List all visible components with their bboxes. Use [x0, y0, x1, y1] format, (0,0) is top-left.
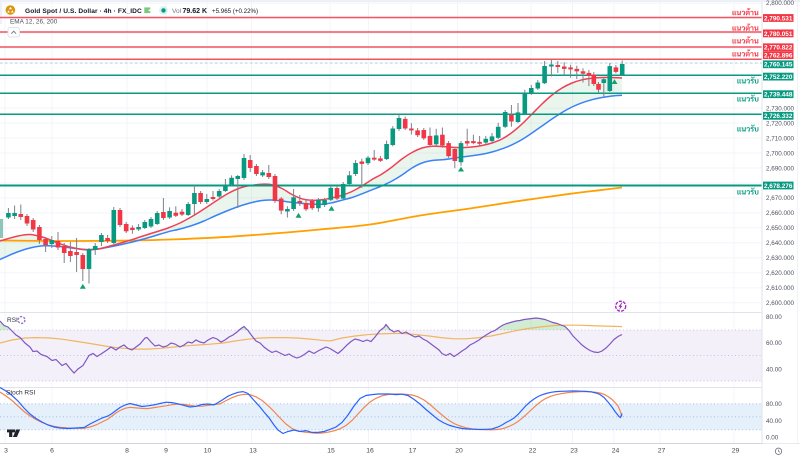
svg-text:2,739.448: 2,739.448 [764, 92, 793, 99]
svg-text:60.00: 60.00 [766, 340, 782, 347]
svg-text:2,610.000: 2,610.000 [766, 285, 795, 292]
svg-text:8: 8 [125, 448, 129, 455]
svg-text:2,700.000: 2,700.000 [766, 150, 795, 157]
svg-text:6: 6 [50, 448, 54, 455]
svg-text:2,690.000: 2,690.000 [766, 165, 795, 172]
svg-text:2,720.000: 2,720.000 [766, 120, 795, 127]
svg-text:2,620.000: 2,620.000 [766, 270, 795, 277]
svg-text:2,762.896: 2,762.896 [764, 53, 793, 60]
svg-text:2,710.000: 2,710.000 [766, 135, 795, 142]
svg-text:2,790.531: 2,790.531 [764, 15, 793, 22]
svg-text:Gold Spot / U.S. Dollar · 4h ·: Gold Spot / U.S. Dollar · 4h · FX_IDC [25, 8, 142, 15]
svg-text:2,780.051: 2,780.051 [764, 31, 793, 38]
svg-text:27: 27 [658, 448, 666, 455]
svg-text:20: 20 [455, 448, 463, 455]
svg-text:23: 23 [570, 448, 578, 455]
svg-text:2,670.000: 2,670.000 [766, 195, 795, 202]
svg-text:2,660.000: 2,660.000 [766, 210, 795, 217]
svg-text:2,600.000: 2,600.000 [766, 300, 795, 307]
svg-text:2,650.000: 2,650.000 [766, 225, 795, 232]
svg-text:40.00: 40.00 [766, 418, 782, 425]
svg-text:15: 15 [327, 448, 335, 455]
svg-text:17: 17 [409, 448, 417, 455]
svg-text:2,640.000: 2,640.000 [766, 240, 795, 247]
svg-text:2,630.000: 2,630.000 [766, 255, 795, 262]
svg-text:29: 29 [732, 448, 740, 455]
svg-text:80.00: 80.00 [766, 401, 782, 408]
svg-text:+5.965 (+0.22%): +5.965 (+0.22%) [212, 8, 258, 15]
svg-text:Stoch RSI: Stoch RSI [6, 390, 35, 397]
svg-text:Vol: Vol [172, 8, 182, 15]
svg-text:79.62 K: 79.62 K [183, 8, 208, 15]
svg-text:2,730.000: 2,730.000 [766, 105, 795, 112]
svg-text:40.00: 40.00 [766, 367, 782, 374]
svg-text:2,752.220: 2,752.220 [764, 74, 793, 81]
svg-text:2,800.000: 2,800.000 [766, 0, 795, 7]
svg-text:9: 9 [164, 448, 168, 455]
svg-text:24: 24 [612, 448, 620, 455]
svg-text:2,678.276: 2,678.276 [764, 183, 793, 190]
svg-text:EMA 12, 26, 200: EMA 12, 26, 200 [10, 19, 58, 26]
svg-text:10: 10 [204, 448, 212, 455]
svg-text:80.00: 80.00 [766, 314, 782, 321]
svg-text:3: 3 [4, 448, 8, 455]
svg-text:RSI: RSI [7, 317, 18, 324]
svg-text:0.00: 0.00 [766, 435, 779, 442]
svg-text:2,770.822: 2,770.822 [764, 45, 793, 52]
svg-text:16: 16 [366, 448, 374, 455]
svg-text:22: 22 [529, 448, 537, 455]
svg-text:2,726.332: 2,726.332 [764, 113, 793, 120]
svg-text:13: 13 [249, 448, 257, 455]
svg-text:2,760.145: 2,760.145 [764, 62, 793, 69]
